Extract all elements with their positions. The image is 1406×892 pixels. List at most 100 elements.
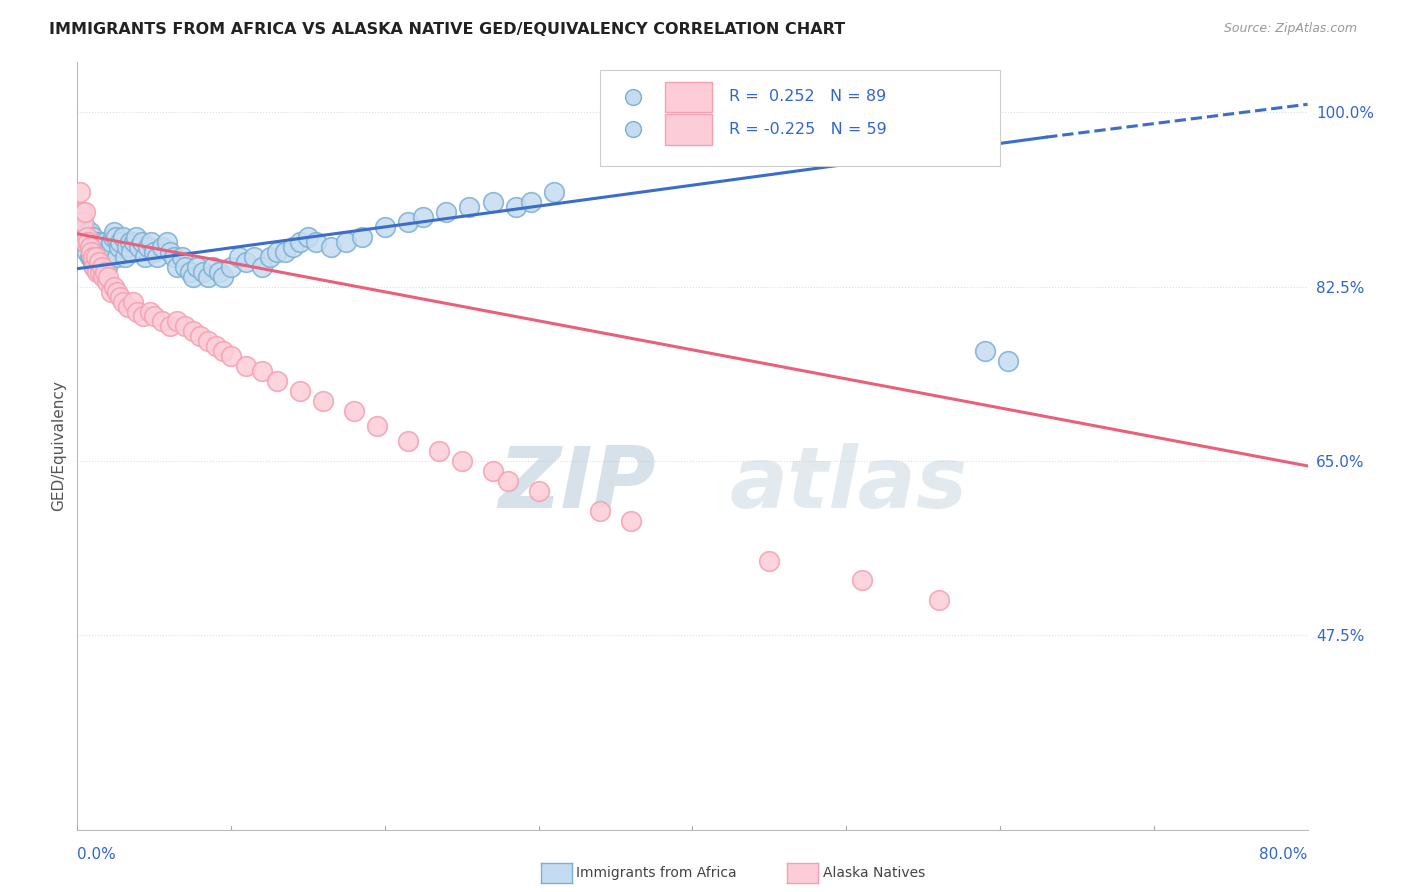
Point — [82, 229, 104, 244]
Point — [105, 250, 128, 264]
Point — [73, 219, 96, 234]
Point — [219, 260, 242, 274]
Point — [505, 200, 527, 214]
Text: 0.0%: 0.0% — [77, 847, 117, 863]
Point — [520, 194, 543, 209]
Point — [82, 254, 104, 268]
Point — [146, 250, 169, 264]
Point — [121, 294, 143, 309]
Point — [159, 244, 181, 259]
Point — [100, 235, 122, 249]
Text: Immigrants from Africa: Immigrants from Africa — [576, 866, 737, 880]
Point — [335, 235, 357, 249]
Point — [122, 235, 145, 249]
Point — [143, 244, 166, 259]
Text: 80.0%: 80.0% — [1260, 847, 1308, 863]
Point — [174, 319, 197, 334]
Text: IMMIGRANTS FROM AFRICA VS ALASKA NATIVE GED/EQUIVALENCY CORRELATION CHART: IMMIGRANTS FROM AFRICA VS ALASKA NATIVE … — [49, 22, 845, 37]
Bar — [665, 82, 713, 112]
Point — [89, 260, 111, 274]
Point — [374, 219, 396, 234]
Point — [197, 269, 219, 284]
Point — [104, 229, 127, 244]
Point — [94, 265, 117, 279]
Point — [181, 325, 204, 339]
Point — [266, 374, 288, 388]
Point — [120, 244, 142, 259]
Point — [543, 185, 565, 199]
Point — [83, 260, 105, 274]
Text: R =  0.252   N = 89: R = 0.252 N = 89 — [730, 89, 887, 104]
Point — [396, 215, 419, 229]
Point — [70, 210, 93, 224]
Point — [219, 349, 242, 363]
Point — [761, 150, 783, 164]
Text: atlas: atlas — [730, 442, 967, 526]
Text: Source: ZipAtlas.com: Source: ZipAtlas.com — [1223, 22, 1357, 36]
Point — [114, 250, 136, 264]
Point — [76, 244, 98, 259]
Point — [159, 319, 181, 334]
Point — [412, 210, 434, 224]
Point — [589, 504, 612, 518]
Point — [96, 260, 118, 274]
Point — [117, 300, 139, 314]
Point — [166, 260, 188, 274]
Point — [290, 235, 312, 249]
Point — [481, 194, 503, 209]
Point — [305, 235, 328, 249]
Point — [80, 250, 103, 264]
Point — [496, 474, 519, 488]
Point — [77, 229, 100, 244]
Point — [128, 240, 150, 254]
FancyBboxPatch shape — [600, 70, 1000, 166]
Point — [101, 229, 124, 244]
Point — [228, 250, 250, 264]
Point — [201, 260, 224, 274]
Point — [103, 225, 125, 239]
Point — [141, 235, 163, 249]
Point — [259, 250, 281, 264]
Point — [83, 235, 105, 249]
Point — [758, 553, 780, 567]
Point — [150, 240, 173, 254]
Point — [851, 574, 873, 588]
Point — [87, 254, 110, 268]
Point — [396, 434, 419, 448]
Text: R = -0.225   N = 59: R = -0.225 N = 59 — [730, 121, 887, 136]
Text: Alaska Natives: Alaska Natives — [823, 866, 925, 880]
Point — [188, 329, 212, 343]
Point — [112, 294, 135, 309]
Point — [436, 205, 458, 219]
Point — [143, 310, 166, 324]
Point — [134, 250, 156, 264]
Point — [84, 250, 107, 264]
Point — [84, 244, 107, 259]
Point — [350, 229, 373, 244]
Point — [89, 265, 111, 279]
Point — [115, 240, 138, 254]
Point — [131, 235, 153, 249]
Point — [266, 244, 288, 259]
Point — [118, 235, 141, 249]
Point — [69, 229, 91, 244]
Point — [250, 364, 273, 378]
Point — [97, 269, 120, 284]
Point — [72, 215, 94, 229]
Point — [973, 344, 995, 359]
Point — [761, 192, 783, 206]
Point — [132, 310, 155, 324]
Point — [208, 265, 231, 279]
Point — [70, 205, 93, 219]
Point — [138, 304, 160, 318]
Point — [86, 235, 108, 249]
Point — [100, 285, 122, 299]
Point — [250, 260, 273, 274]
Point — [186, 260, 208, 274]
Point — [179, 265, 201, 279]
Point — [73, 205, 96, 219]
Point — [80, 244, 103, 259]
Point — [450, 454, 472, 468]
Point — [527, 483, 550, 498]
Text: ZIP: ZIP — [498, 442, 655, 526]
